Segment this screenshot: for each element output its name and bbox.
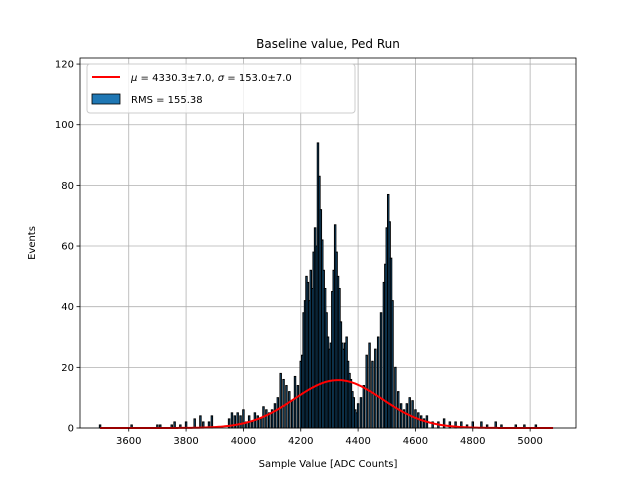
histogram-bar <box>239 415 242 429</box>
histogram-bar <box>290 400 294 429</box>
legend-fit-mu-symbol: μ <box>130 73 137 84</box>
histogram-bar <box>417 412 420 429</box>
histogram-bar <box>250 421 254 429</box>
histogram-bar <box>242 409 245 429</box>
histogram-bar <box>256 415 259 429</box>
histogram-bar <box>282 378 285 429</box>
x-tick-label: 4000 <box>231 436 256 447</box>
chart-title: Baseline value, Ped Run <box>256 37 400 51</box>
y-tick-label: 20 <box>61 363 74 374</box>
x-tick-label: 4600 <box>403 436 428 447</box>
y-tick-label: 60 <box>61 242 74 253</box>
histogram-bar <box>233 415 237 429</box>
histogram-bar <box>362 385 366 429</box>
legend-histogram-swatch <box>91 93 121 105</box>
axes-frame <box>79 57 577 429</box>
histogram-bar <box>279 372 282 429</box>
legend-box <box>86 63 356 114</box>
histogram-bar <box>259 418 262 429</box>
histogram-bar <box>419 415 423 429</box>
histogram-bar <box>371 360 374 429</box>
x-axis-ticks: 3600 3800 4000 4200 4400 4600 4800 5000 <box>116 428 543 447</box>
histogram-bar <box>379 312 383 429</box>
y-tick-label: 100 <box>55 120 74 131</box>
y-axis-ticks: 0 20 40 60 80 100 120 <box>55 60 80 435</box>
histogram-bar <box>391 300 394 429</box>
histogram-bar <box>394 366 397 429</box>
histogram-bar <box>296 385 300 429</box>
histogram-bar <box>276 397 280 429</box>
legend-fit-sigma-symbol: σ <box>218 73 225 84</box>
x-tick-label: 3600 <box>116 436 141 447</box>
x-tick-label: 5000 <box>517 436 542 447</box>
legend-fit-label: μ = 4330.3±7.0, σ = 153.0±7.0 <box>130 73 292 84</box>
histogram-bar <box>374 348 377 429</box>
histogram-bar <box>365 354 368 429</box>
histogram-bar <box>359 397 363 429</box>
x-tick-label: 4200 <box>288 436 313 447</box>
histogram-bar <box>288 391 291 429</box>
x-tick-label: 4800 <box>460 436 485 447</box>
y-tick-label: 40 <box>61 302 74 313</box>
histogram-bar <box>399 403 403 429</box>
histogram-bar <box>265 409 268 429</box>
histogram-bar <box>442 418 446 429</box>
legend-rms-label: RMS = 155.38 <box>131 95 203 106</box>
legend: μ = 4330.3±7.0, σ = 153.0±7.0 RMS = 155.… <box>86 63 356 114</box>
y-tick-label: 80 <box>61 181 74 192</box>
histogram-bar <box>368 342 371 429</box>
histogram-bar <box>236 412 239 429</box>
histogram-bar <box>356 403 360 429</box>
histogram-bar <box>408 397 411 429</box>
histogram-bar <box>199 415 202 429</box>
legend-fit-sigma-value: = 153.0±7.0 <box>224 73 292 84</box>
histogram-bar <box>273 403 277 429</box>
x-tick-label: 3800 <box>173 436 198 447</box>
histogram-bar <box>193 418 196 429</box>
histogram-bar <box>376 336 380 429</box>
y-tick-label: 120 <box>55 60 74 71</box>
histogram-bar <box>210 415 214 429</box>
y-axis-label: Events <box>27 226 38 260</box>
x-tick-label: 4400 <box>345 436 370 447</box>
y-tick-label: 0 <box>68 424 74 435</box>
histogram-bar <box>405 403 409 429</box>
histogram-bar <box>285 385 288 429</box>
x-axis-label: Sample Value [ADC Counts] <box>259 459 398 470</box>
histogram-bar <box>293 375 297 429</box>
histogram-bar <box>411 400 414 429</box>
legend-fit-mu-value: = 4330.3±7.0, <box>137 73 217 84</box>
